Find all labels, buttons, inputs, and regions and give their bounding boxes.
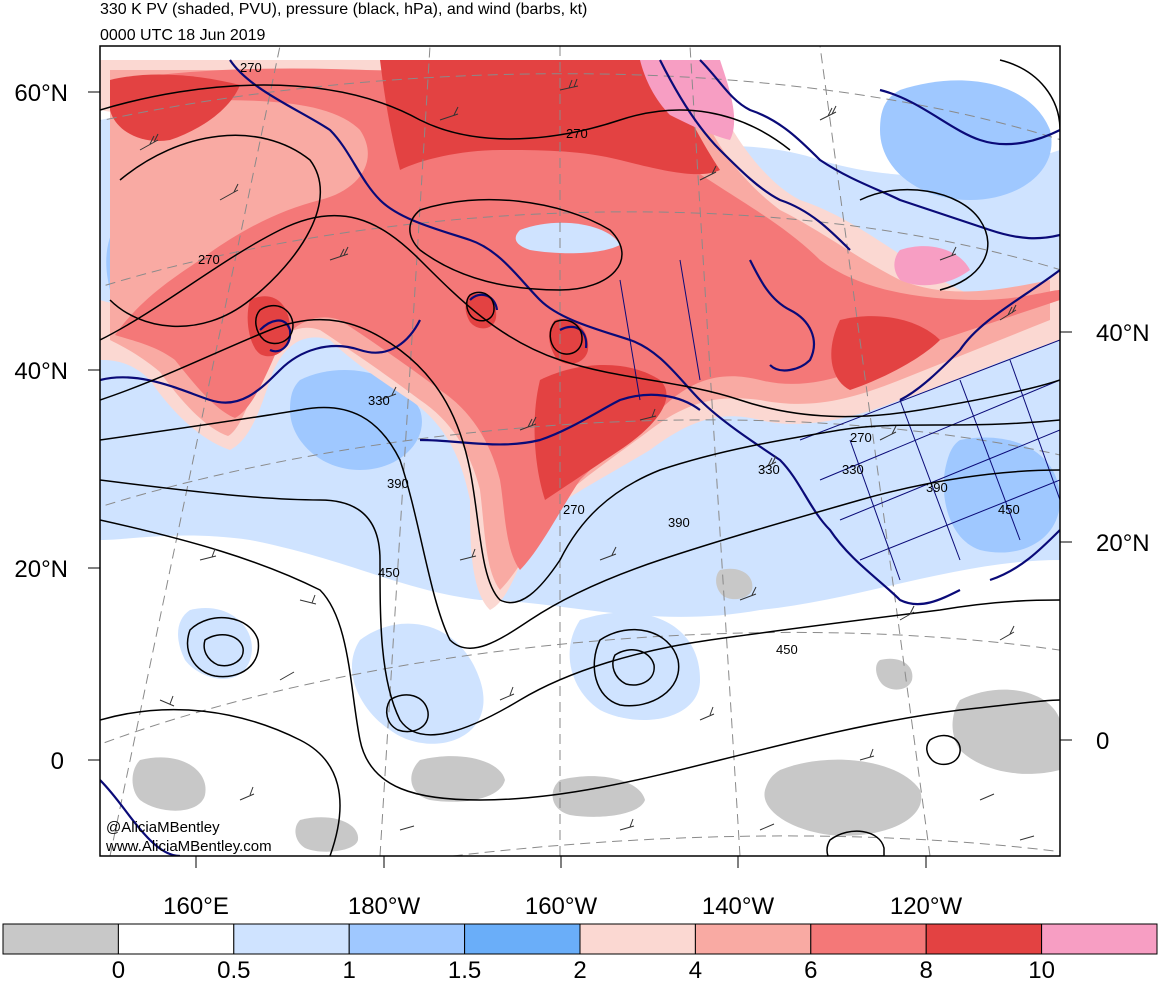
lat-label: 20°N [1096,530,1150,557]
pv-shading-dark-red [831,316,940,390]
pv-shading-blue [290,370,422,470]
contour-label: 450 [378,565,400,580]
longitude-labels: 160°E 180°W 160°W 140°W 120°W [163,893,962,920]
lat-label: 0 [51,748,64,775]
contour-label: 270 [850,430,872,445]
lat-label: 20°N [14,556,68,583]
colorbar-tick-label: 8 [920,957,933,981]
figure-title: 330 K PV (shaded, PVU), pressure (black,… [100,1,588,18]
pressure-contours [100,59,1060,856]
contour-label: 330 [842,462,864,477]
pv-shading-gray [716,568,753,600]
credit: @AliciaMBentley www.AliciaMBentley.com [106,818,272,856]
pv-shading-gray [132,757,206,811]
pv-shading-magenta [640,60,735,140]
colorbar-tick-label: 6 [804,957,817,981]
pv-shading-dark-red [534,365,667,500]
pv-shading-blue [880,80,1052,200]
colorbar-swatch [1041,923,1158,955]
contour-label: 270 [198,252,220,267]
pv-shading-gray [876,658,913,690]
colorbar-swatch [925,923,1043,955]
colorbar-swatch [233,923,350,955]
latitude-labels-right: 40°N 20°N 0 [1096,320,1150,755]
colorbar-tick-label: 10 [1028,957,1055,981]
colorbar-tick-label: 1.5 [448,957,481,981]
colorbar-tick-label: 1 [343,957,356,981]
colorbar-swatch [579,923,696,955]
valid-time: 0000 UTC 18 Jun 2019 [100,27,266,44]
contour-label: 270 [563,502,585,517]
contour-label: 450 [998,502,1020,517]
colorbar-tick-label: 0.5 [217,957,250,981]
pv-shading-gray [295,817,359,852]
pv-shading-gray [764,759,922,836]
contour-label: 270 [566,126,588,141]
pv-shading-dark-red [110,74,240,141]
lat-label: 40°N [1096,320,1150,347]
lat-label: 40°N [14,358,68,385]
colorbar-tick-label: 2 [573,957,586,981]
pv-shading-dark-red [380,60,720,175]
coastlines [100,59,1060,856]
colorbar-swatch [464,923,581,955]
map-panel: 270 270 270 330 390 270 390 450 270 330 … [100,46,1060,856]
credit-website: www.AliciaMBentley.com [106,838,272,855]
contour-label: 390 [926,480,948,495]
contour-label: 390 [668,515,690,530]
pv-shading-light-blue [178,608,252,679]
lon-label: 160°E [163,893,229,920]
tick-marks [88,91,1072,868]
lat-label: 60°N [14,80,68,107]
lon-label: 140°W [702,893,775,920]
lat-label: 0 [1096,728,1109,755]
contour-label: 330 [368,393,390,408]
contour-labels: 270 270 270 330 390 270 390 450 270 330 … [198,60,1020,657]
pv-shading-light-blue [515,222,620,254]
colorbar-swatch [810,923,927,955]
pv-shading-blue [943,437,1060,553]
map-frame [99,45,1061,857]
colorbar-swatch [117,923,235,955]
political-borders [619,259,1060,581]
pv-shading-gray [552,776,645,817]
pv-shading-gray [411,756,505,802]
lon-label: 160°W [525,893,598,920]
colorbar-swatch [348,923,466,955]
wind-barbs [139,78,1035,841]
lon-label: 180°W [348,893,421,920]
colorbar-tick-label: 0 [112,957,125,981]
pv-shading-light-blue [351,623,484,744]
credit-handle: @AliciaMBentley [106,819,220,836]
contour-label: 390 [387,476,409,491]
latitude-labels-left: 60°N 40°N 20°N 0 [14,80,68,775]
contour-label: 270 [240,60,262,75]
contour-label: 330 [758,462,780,477]
pv-shading-red [115,68,1060,570]
lon-label: 120°W [890,893,963,920]
colorbar-tick-label: 4 [689,957,702,981]
colorbar-swatch [694,923,812,955]
contour-label: 450 [776,642,798,657]
colorbar: 0 0.5 1 1.5 2 4 6 8 10 [2,923,1158,981]
colorbar-swatch [2,923,119,955]
pv-shading-gray [952,689,1060,774]
